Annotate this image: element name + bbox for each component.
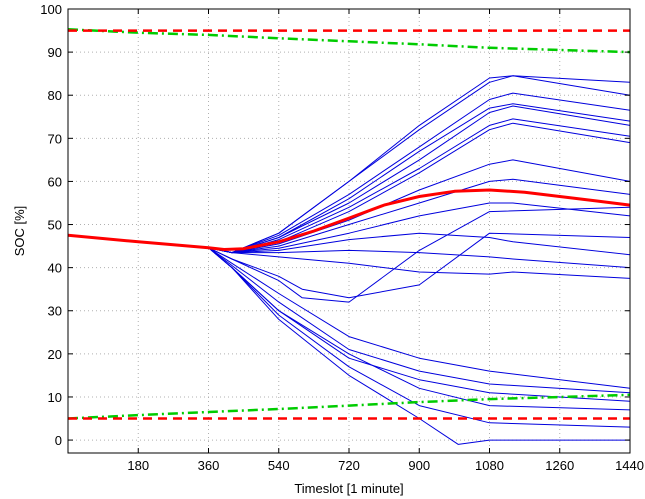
y-axis-label: SOC [%] (12, 206, 27, 257)
y-tick-label: 0 (55, 433, 62, 448)
trajectory-line (67, 234, 631, 411)
y-tick-label: 70 (48, 131, 62, 146)
x-tick-label: 1260 (545, 458, 574, 473)
mean-line (67, 188, 631, 251)
trajectory-line (67, 234, 631, 269)
trajectory-line (67, 75, 631, 254)
ticks: 180 360 540 720 900 1080 1260 1440 0 10 20 30 40 50 60… (40, 2, 644, 473)
trajectory-line (67, 206, 631, 303)
y-tick-label: 30 (48, 304, 62, 319)
y-tick-label: 40 (48, 261, 62, 276)
trajectory-line (67, 75, 631, 254)
series-layer (67, 28, 631, 445)
trajectory-line (67, 103, 631, 254)
x-tick-label: 540 (268, 458, 290, 473)
lower-bound-line (67, 393, 631, 420)
y-tick-label: 100 (40, 2, 62, 17)
x-tick-label: 900 (408, 458, 430, 473)
y-tick-label: 60 (48, 174, 62, 189)
y-tick-label: 10 (48, 390, 62, 405)
upper-bound-line (67, 28, 631, 54)
x-tick-label: 180 (127, 458, 149, 473)
y-tick-label: 20 (48, 347, 62, 362)
y-tick-label: 50 (48, 218, 62, 233)
grid (68, 8, 631, 453)
x-tick-label: 720 (338, 458, 360, 473)
plot-frame (67, 8, 631, 454)
y-tick-label: 80 (48, 88, 62, 103)
trajectory-line (67, 234, 631, 402)
trajectory-line (67, 234, 631, 428)
y-tick-label: 90 (48, 45, 62, 60)
x-tick-label: 1440 (615, 458, 644, 473)
trajectory-line (67, 105, 631, 254)
x-tick-label: 360 (198, 458, 220, 473)
x-tick-label: 1080 (475, 458, 504, 473)
x-axis-label: Timeslot [1 minute] (294, 481, 403, 496)
